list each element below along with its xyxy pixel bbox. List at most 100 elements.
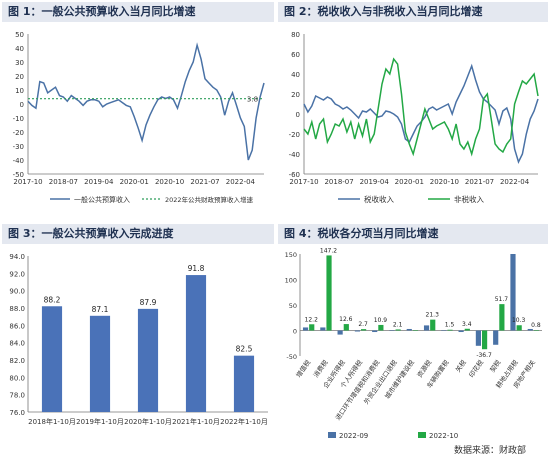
fig2-x-tick-label: 2018-07 bbox=[324, 178, 353, 186]
fig2-panel: 图 2：税收收入与非税收入当月同比增速 80 60 40 20 0 -20 -40 -60 20… bbox=[278, 2, 548, 217]
fig3-y-tick-label: 86.0 bbox=[9, 322, 25, 330]
fig3-y-tick-label: 88.0 bbox=[9, 305, 25, 313]
fig3-chart: 94.0 92.0 90.0 88.0 86.0 84.0 82.0 80.0 78.0 76.0… bbox=[9, 253, 268, 426]
fig4-bar-series-0 bbox=[320, 327, 326, 331]
fig1-x-tick-label: 2019-04 bbox=[84, 178, 114, 186]
fig2-y-tick-label: 40 bbox=[291, 71, 300, 79]
fig2-x-tick-label: 2020-10 bbox=[430, 178, 459, 186]
fig4-title: 图 4：税收各分项当月同比增速 bbox=[278, 224, 548, 244]
fig4-bar-series-1 bbox=[309, 324, 315, 331]
fig4-bar-series-0 bbox=[337, 330, 343, 335]
fig4-bar-series-0 bbox=[475, 330, 481, 346]
fig1-y-tick-label: -50 bbox=[13, 171, 24, 179]
fig4-x-tick-label: 关税 bbox=[453, 358, 468, 374]
fig4-bar-series-1 bbox=[378, 324, 384, 331]
fig1-y-tick-label: -40 bbox=[13, 157, 24, 165]
fig1-x-tick-label: 2018-07 bbox=[49, 178, 78, 186]
fig4-bar-series-1 bbox=[361, 329, 367, 331]
fig3-x-tick-label: 2018年1-10月 bbox=[28, 417, 76, 426]
fig4-data-label: 2.7 bbox=[358, 321, 368, 328]
fig1-x-tick-label: 2020-01 bbox=[120, 178, 149, 186]
fig4-data-label: 21.3 bbox=[426, 312, 440, 319]
fig2-y-tick-label: 80 bbox=[291, 31, 300, 39]
fig4-legend-swatch-0 bbox=[328, 432, 336, 438]
fig4-bar-series-1 bbox=[326, 255, 332, 331]
fig1-y-tick-label: 40 bbox=[15, 45, 24, 53]
fig2-y-tick-label: 0 bbox=[296, 111, 300, 119]
fig1-y-tick-label: 10 bbox=[15, 87, 24, 95]
fig2-legend-label-1: 非税收入 bbox=[454, 194, 484, 204]
fig4-bar-series-0 bbox=[458, 330, 464, 333]
fig1-annotation: 3.8 bbox=[247, 96, 258, 104]
fig3-y-tick-label: 94.0 bbox=[9, 253, 25, 261]
fig2-y-tick-label: 20 bbox=[291, 91, 300, 99]
fig1-y-tick-label: -10 bbox=[13, 115, 24, 123]
fig3-y-tick-label: 80.0 bbox=[9, 374, 25, 382]
fig4-legend-label-1: 2022-10 bbox=[429, 432, 458, 440]
fig3-data-label: 82.5 bbox=[236, 345, 253, 354]
fig2-y-tick-label: 60 bbox=[291, 51, 300, 59]
fig1-legend-label-1: 2022年公共财政预算收入增速 bbox=[165, 195, 254, 204]
fig4-bar-series-0 bbox=[302, 327, 309, 331]
fig3-bar bbox=[233, 355, 255, 412]
fig1-series-0-line bbox=[27, 42, 265, 161]
fig3-bar bbox=[41, 306, 63, 412]
fig4-panel: 图 4：税收各分项当月同比增速 150 100 50 0 -50 12.2 147.2 12.… bbox=[278, 224, 548, 446]
fig2-title: 图 2：税收收入与非税收入当月同比增速 bbox=[278, 2, 548, 22]
fig4-data-label: 3.4 bbox=[462, 321, 472, 328]
fig1-y-tick-label: 30 bbox=[15, 59, 24, 67]
fig1-title: 图 1：一般公共预算收入当月同比增速 bbox=[2, 2, 274, 22]
fig2-y-tick-label: -20 bbox=[289, 131, 300, 139]
fig4-data-label: 147.2 bbox=[320, 247, 337, 254]
fig4-bar-series-1 bbox=[412, 330, 419, 331]
fig4-data-label: 12.6 bbox=[339, 316, 353, 323]
fig4-chart: 150 100 50 0 -50 12.2 147.2 12.6 2.7 10.9 2.1 21.3 1… bbox=[285, 247, 542, 440]
fig4-bar-series-0 bbox=[372, 330, 378, 333]
fig1-x-tick-label: 2022-04 bbox=[226, 178, 256, 186]
fig4-bar-series-1 bbox=[343, 324, 349, 331]
fig4-bar-series-1 bbox=[430, 319, 436, 331]
fig1-y-tick-label: -20 bbox=[13, 129, 24, 137]
fig4-bar-series-1 bbox=[464, 328, 470, 331]
fig4-x-tick-label: 契税 bbox=[488, 358, 503, 374]
fig4-legend-label-0: 2022-09 bbox=[339, 432, 368, 440]
fig1-y-tick-label: 0 bbox=[20, 101, 24, 109]
fig4-bar-series-0 bbox=[406, 328, 412, 331]
fig4-bar-series-1 bbox=[395, 329, 401, 331]
fig1-y-tick-label: 50 bbox=[15, 31, 24, 39]
fig1-x-tick-label: 2020-10 bbox=[155, 178, 184, 186]
fig3-title: 图 3：一般公共预算收入完成进度 bbox=[2, 224, 274, 244]
fig2-x-tick-label: 2017-10 bbox=[289, 178, 318, 186]
fig3-y-tick-label: 84.0 bbox=[9, 340, 25, 348]
fig4-data-label: 1.5 bbox=[445, 322, 455, 329]
fig4-bar-series-0 bbox=[441, 329, 447, 331]
fig3-bar bbox=[185, 275, 207, 412]
fig4-y-tick-label: -50 bbox=[286, 353, 297, 361]
fig3-y-tick-label: 76.0 bbox=[9, 409, 25, 417]
fig2-x-tick-label: 2022-04 bbox=[500, 178, 530, 186]
fig3-data-label: 87.1 bbox=[92, 305, 109, 314]
source-note: 数据来源：财政部 bbox=[453, 446, 526, 456]
fig3-x-tick-label: 2021年1-10月 bbox=[172, 417, 220, 426]
fig2-series-1-line bbox=[303, 57, 539, 157]
fig2-x-tick-label: 2020-01 bbox=[395, 178, 424, 186]
fig4-data-label: 51.7 bbox=[495, 296, 509, 303]
fig2-y-tick-label: -60 bbox=[289, 171, 300, 179]
fig1-x-tick-label: 2017-10 bbox=[13, 178, 42, 186]
fig3-data-label: 91.8 bbox=[188, 264, 205, 273]
fig3-x-tick-label: 2022年1-10月 bbox=[220, 417, 268, 426]
fig2-y-tick-label: -40 bbox=[289, 151, 300, 159]
fig4-data-label: 10.9 bbox=[374, 317, 388, 324]
fig2-x-tick-label: 2019-04 bbox=[360, 178, 390, 186]
fig3-bar bbox=[137, 308, 159, 412]
fig4-y-tick-label: 150 bbox=[285, 251, 297, 259]
fig4-data-label: 0.8 bbox=[531, 322, 541, 329]
fig4-data-label: 12.2 bbox=[305, 316, 319, 323]
fig4-y-tick-label: 100 bbox=[285, 277, 297, 285]
fig3-y-tick-label: 90.0 bbox=[9, 288, 25, 296]
fig3-y-tick-label: 82.0 bbox=[9, 357, 25, 365]
fig4-data-label: 2.1 bbox=[393, 321, 403, 328]
fig4-bar-series-1 bbox=[533, 330, 540, 331]
fig4-y-tick-label: 0 bbox=[293, 328, 297, 336]
